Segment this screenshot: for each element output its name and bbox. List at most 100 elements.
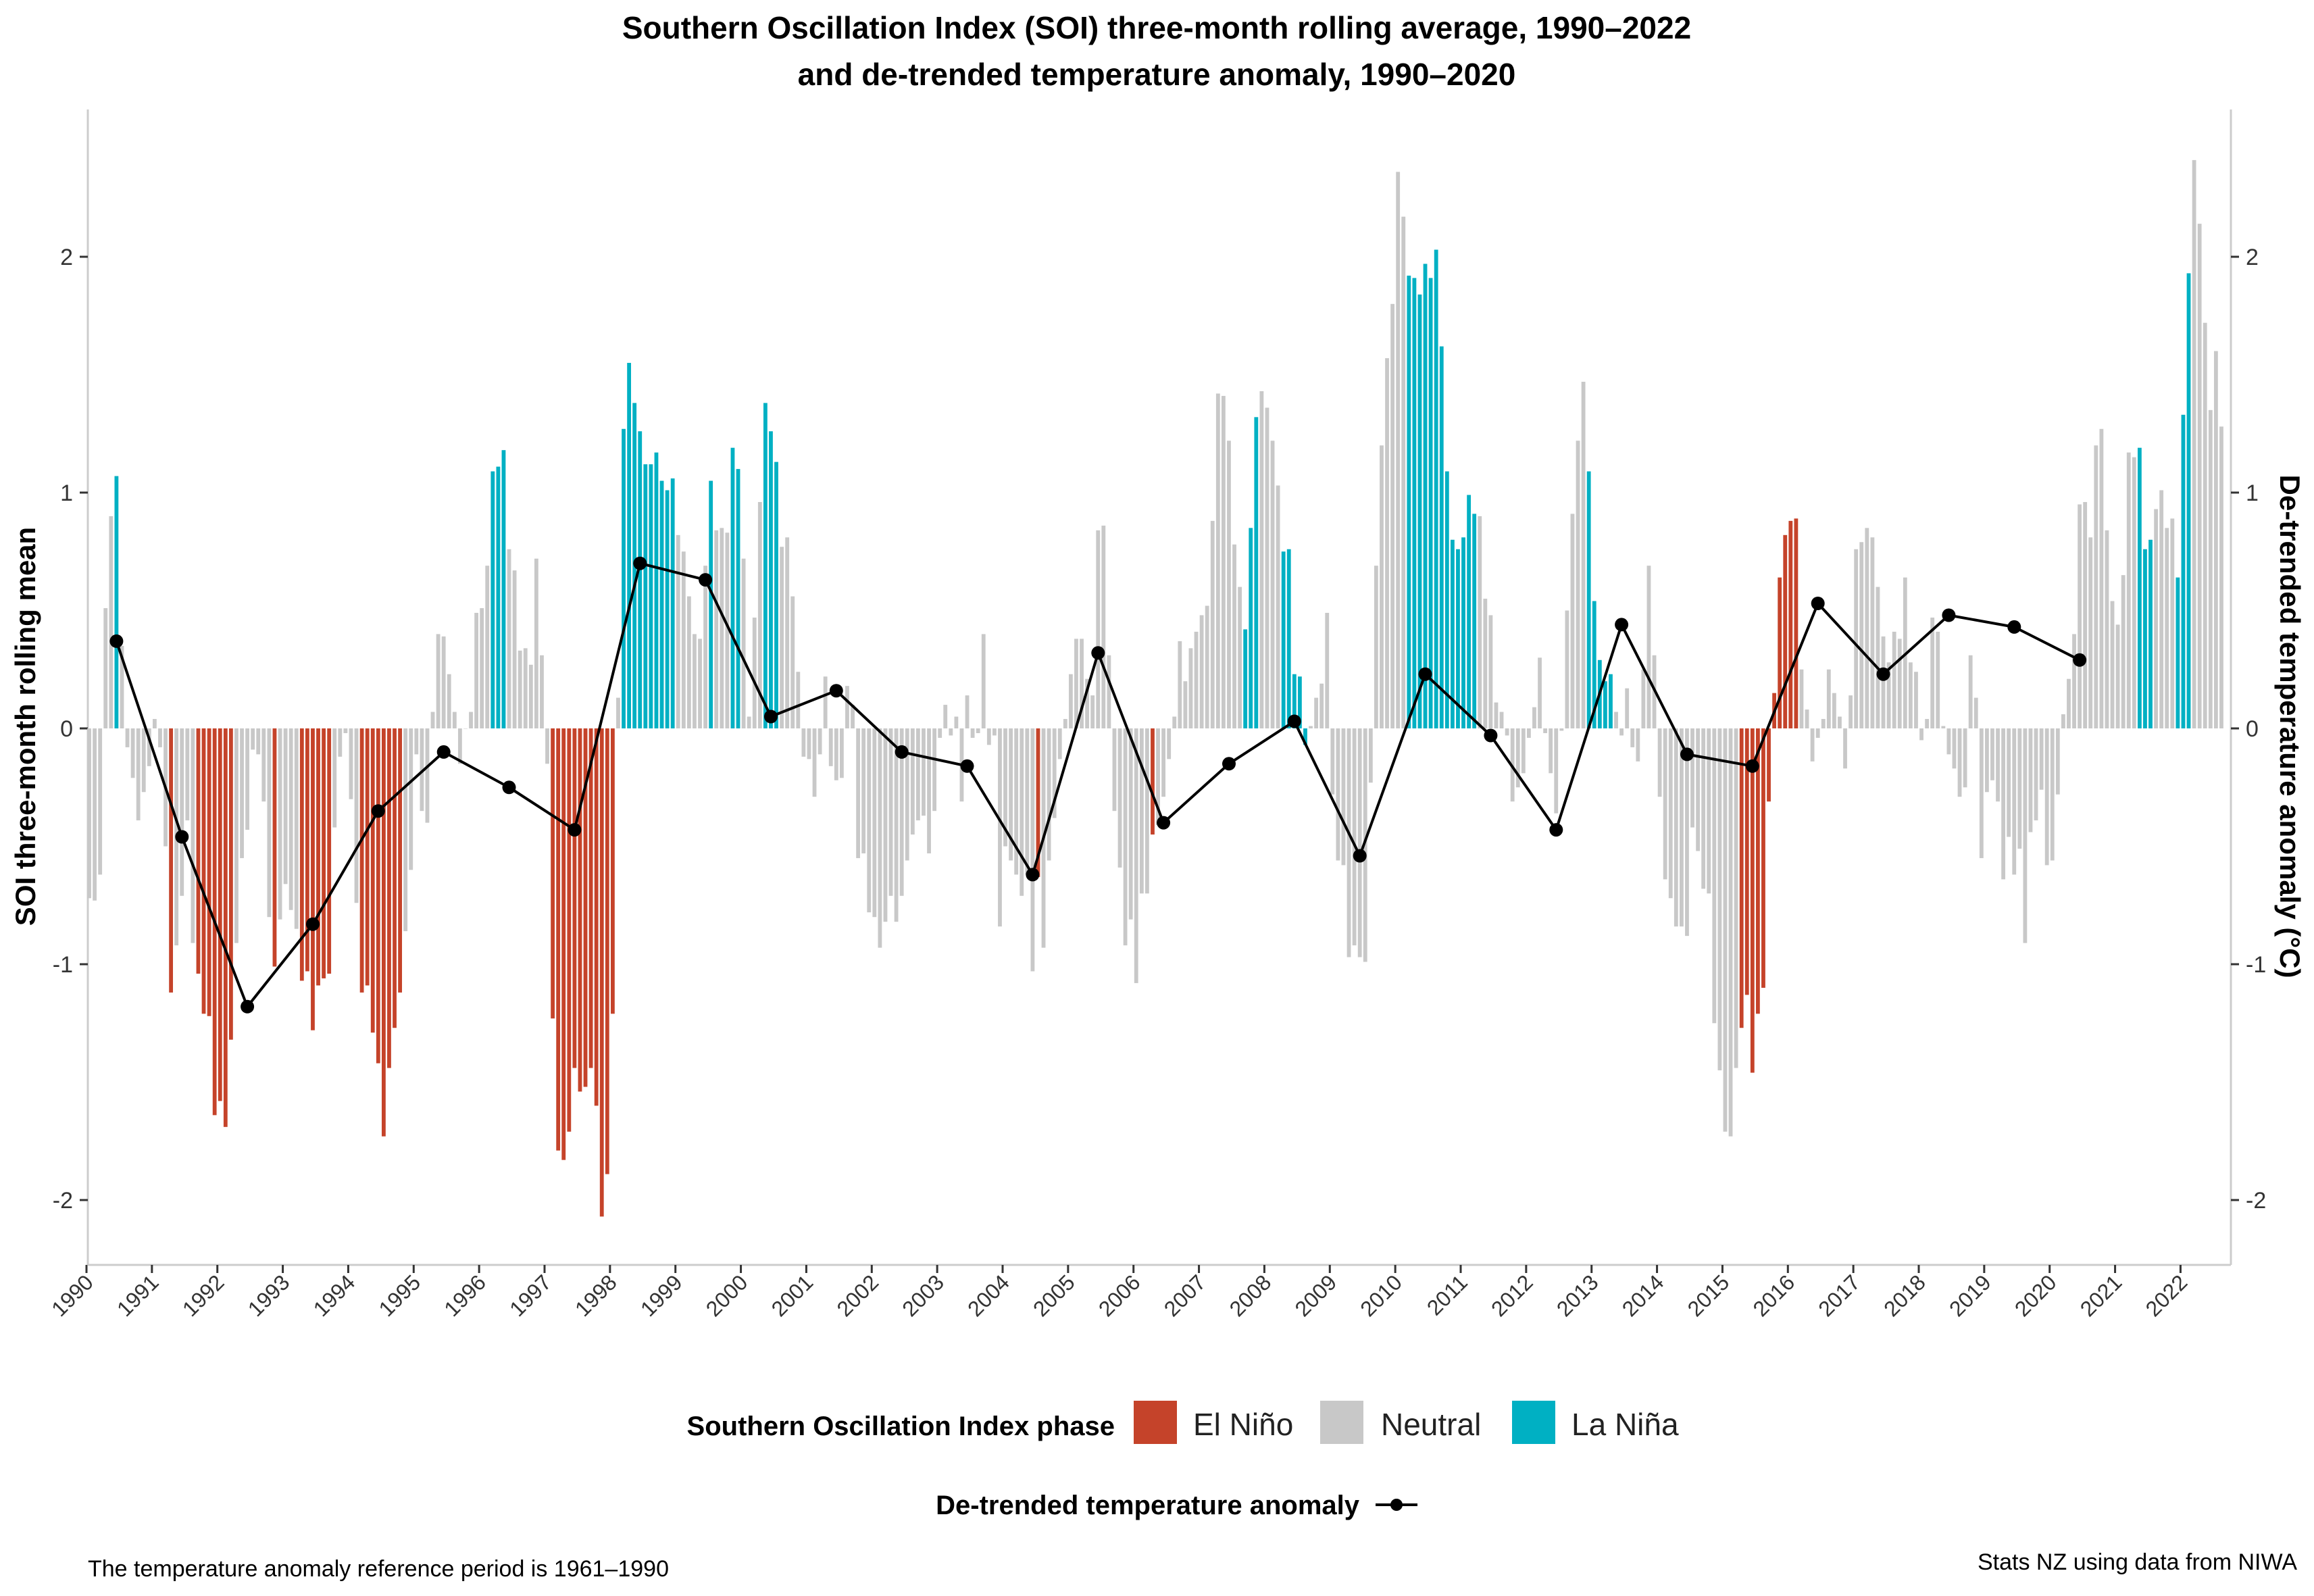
temperature-point bbox=[960, 759, 974, 773]
soi-bar bbox=[1227, 441, 1231, 728]
soi-bar bbox=[109, 516, 114, 728]
soi-bar bbox=[387, 728, 391, 1068]
legend-label-elnino: El Niño bbox=[1193, 1407, 1293, 1442]
soi-bar bbox=[785, 537, 790, 728]
soi-bar bbox=[2094, 445, 2098, 728]
soi-bar bbox=[261, 728, 266, 802]
soi-bar bbox=[474, 612, 479, 728]
soi-bar bbox=[125, 728, 130, 747]
soi-bar bbox=[1799, 669, 1804, 728]
soi-bar bbox=[1172, 716, 1177, 728]
soi-bar bbox=[915, 728, 920, 821]
temperature-point bbox=[633, 556, 647, 570]
soi-bar bbox=[1090, 695, 1095, 728]
temperature-point bbox=[2007, 620, 2021, 634]
soi-bar bbox=[2001, 728, 2006, 880]
x-tick-label: 1997 bbox=[505, 1270, 556, 1321]
soi-bar bbox=[1538, 657, 1542, 728]
soi-bar bbox=[1243, 629, 1248, 728]
temperature-point bbox=[1811, 597, 1825, 610]
soi-bar bbox=[1183, 681, 1188, 728]
x-tick-label: 2005 bbox=[1028, 1270, 1080, 1321]
soi-bar bbox=[2083, 501, 2088, 728]
soi-bar bbox=[1657, 728, 1662, 797]
legend-swatch-elnino bbox=[1134, 1401, 1177, 1444]
soi-bar bbox=[1128, 728, 1133, 920]
soi-bar bbox=[878, 728, 882, 948]
soi-bar bbox=[120, 645, 124, 728]
soi-bar bbox=[1843, 728, 1847, 769]
soi-bar bbox=[741, 558, 746, 728]
soi-bar bbox=[223, 728, 228, 1127]
soi-bar bbox=[1401, 216, 1406, 728]
soi-bar bbox=[1101, 525, 1106, 728]
soi-bar bbox=[861, 728, 866, 853]
soi-bar bbox=[2072, 634, 2076, 728]
soi-bar bbox=[599, 728, 604, 1217]
x-tick-label: 1995 bbox=[374, 1270, 425, 1321]
temperature-point bbox=[1942, 608, 1956, 622]
soi-bar bbox=[1728, 728, 1733, 1137]
soi-bar bbox=[769, 431, 773, 728]
y-left-tick-label: -1 bbox=[53, 952, 73, 978]
soi-bar bbox=[1515, 728, 1520, 788]
soi-bar bbox=[491, 471, 495, 728]
soi-bar bbox=[2115, 624, 2120, 728]
soi-bar bbox=[796, 672, 801, 728]
soi-bar bbox=[818, 728, 822, 755]
soi-bar bbox=[1336, 728, 1340, 861]
soi-bar bbox=[141, 728, 146, 793]
soi-bar bbox=[1439, 346, 1444, 728]
temperature-point bbox=[764, 709, 778, 724]
soi-bar bbox=[1739, 728, 1744, 1028]
soi-bar bbox=[970, 728, 975, 738]
soi-bar bbox=[1636, 728, 1640, 762]
soi-bar bbox=[2099, 428, 2104, 728]
soi-bar bbox=[1925, 719, 1930, 728]
soi-bar bbox=[1107, 655, 1111, 728]
soi-bar bbox=[1434, 249, 1438, 728]
soi-bar bbox=[1068, 674, 1073, 728]
soi-bar bbox=[1973, 697, 1978, 728]
soi-bar bbox=[218, 728, 222, 1101]
x-tick-label: 2019 bbox=[1944, 1270, 1996, 1321]
temperature-point bbox=[829, 684, 843, 698]
soi-bar bbox=[1428, 278, 1433, 728]
soi-bar bbox=[1619, 728, 1624, 736]
soi-bar bbox=[1194, 631, 1199, 728]
soi-bar bbox=[1930, 617, 1935, 728]
soi-bar bbox=[1499, 712, 1504, 728]
soi-bar bbox=[1848, 695, 1853, 728]
soi-bar bbox=[1444, 471, 1449, 728]
temperature-point bbox=[1287, 714, 1301, 728]
soi-bar bbox=[2055, 728, 2060, 795]
soi-bar bbox=[1292, 674, 1297, 728]
soi-bar bbox=[1417, 294, 1422, 729]
x-axis-ticks: 1990 1991 1992 1993 1994 1995 1996 1997 1998 1999… bbox=[47, 1265, 2192, 1321]
soi-bar bbox=[136, 728, 141, 821]
legend-phase: Southern Oscillation Index phase El Niño… bbox=[687, 1401, 1679, 1444]
soi-bar bbox=[1603, 681, 1607, 728]
soi-bar bbox=[2154, 509, 2159, 728]
soi-bar bbox=[709, 480, 713, 728]
soi-bar bbox=[2192, 159, 2196, 728]
soi-bar bbox=[638, 431, 643, 728]
soi-bar bbox=[376, 728, 380, 1064]
soi-bar bbox=[299, 728, 304, 981]
soi-bar bbox=[1330, 728, 1335, 795]
soi-bar bbox=[1685, 728, 1689, 937]
soi-bar bbox=[1614, 712, 1618, 728]
soi-bar bbox=[158, 728, 162, 747]
soi-bar bbox=[1319, 683, 1324, 728]
x-tick-label: 1992 bbox=[178, 1270, 229, 1321]
soi-bar bbox=[899, 728, 904, 896]
x-tick-label: 2016 bbox=[1748, 1270, 1799, 1321]
soi-bar bbox=[561, 728, 566, 1160]
soi-bar bbox=[130, 728, 135, 778]
soi-bar bbox=[409, 728, 413, 870]
soi-bar bbox=[1788, 520, 1793, 728]
soi-bar bbox=[2078, 504, 2082, 728]
x-tick-label: 1998 bbox=[570, 1270, 622, 1321]
source-note: Stats NZ using data from NIWA bbox=[1978, 1549, 2297, 1575]
soi-bar bbox=[1641, 669, 1646, 728]
